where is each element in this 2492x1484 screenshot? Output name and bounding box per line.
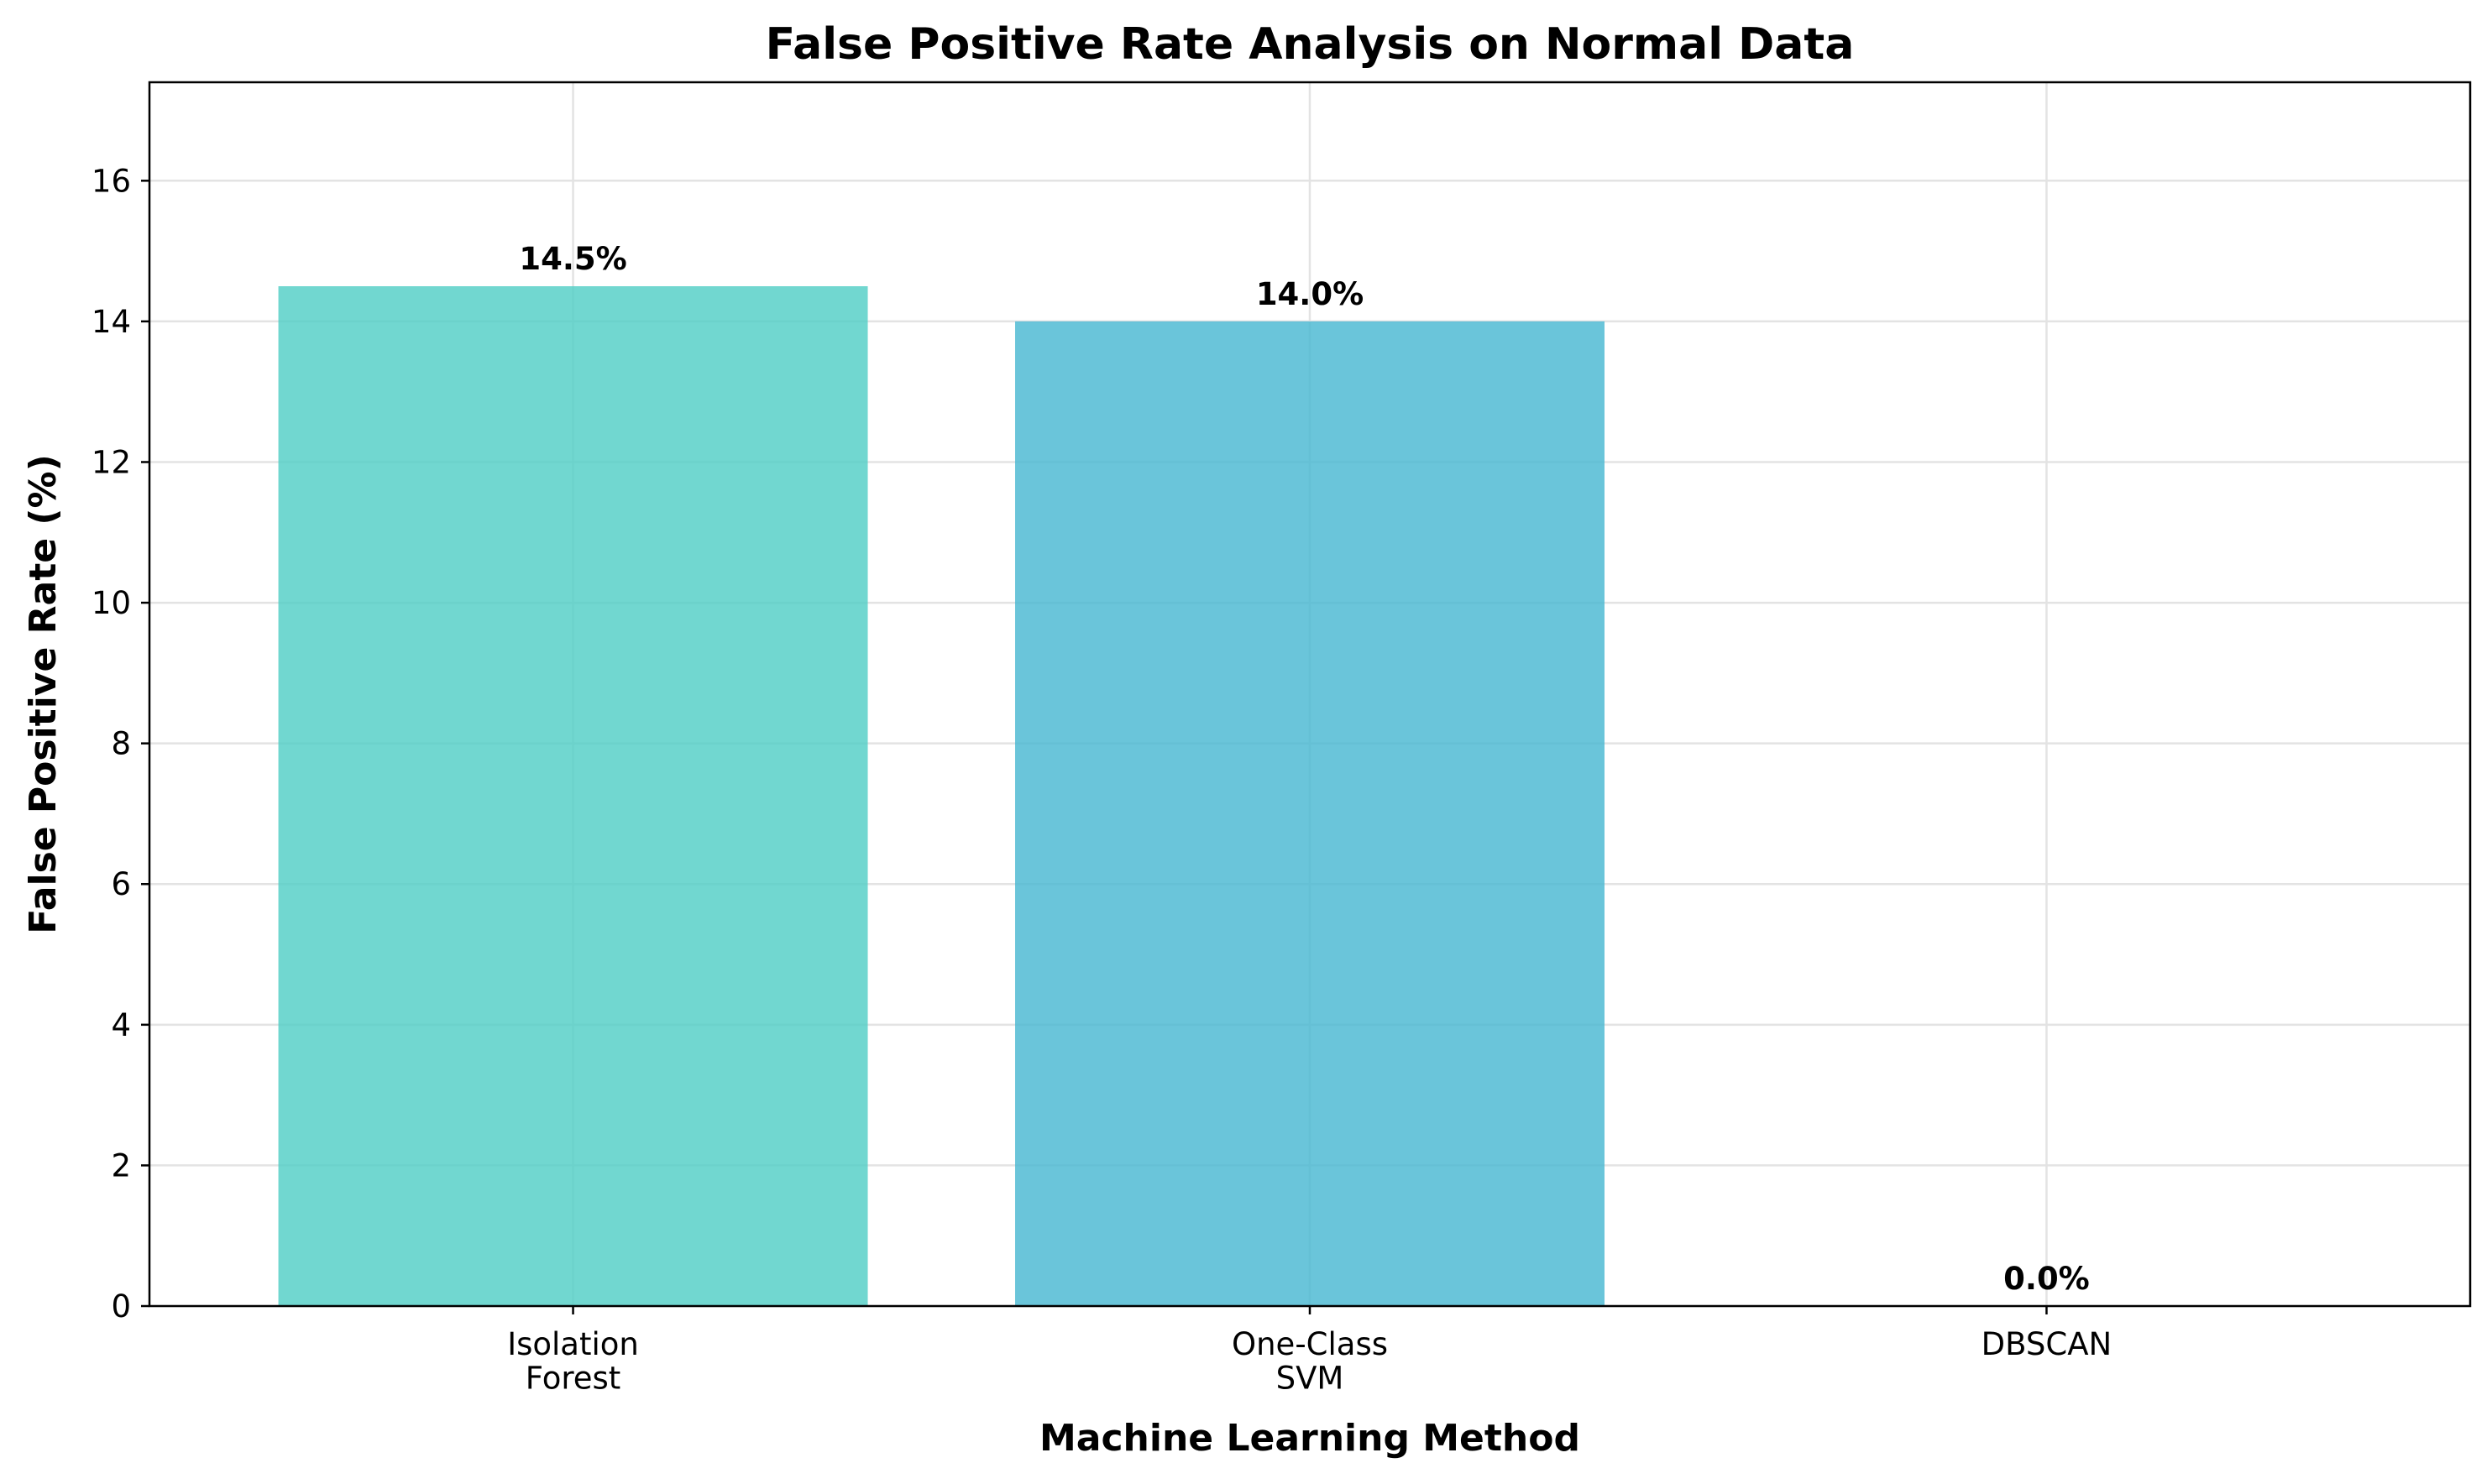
y-tick-label: 10 [92, 585, 131, 621]
data-labels: 14.5% 14.0% 0.0% [519, 241, 2089, 1297]
y-axis-ticks: 0 2 4 6 8 10 12 14 16 [92, 163, 149, 1325]
bar-1 [1015, 321, 1605, 1307]
chart-title: False Positive Rate Analysis on Normal D… [766, 19, 1855, 70]
x-tick-label-line: SVM [1276, 1361, 1344, 1397]
x-tick-label-line: Forest [526, 1361, 621, 1397]
y-tick-label: 0 [111, 1288, 131, 1325]
data-label: 14.0% [1256, 276, 1364, 312]
data-label: 0.0% [2003, 1261, 2090, 1297]
y-tick-label: 14 [92, 304, 131, 340]
data-label: 14.5% [519, 241, 626, 277]
x-tick-label: DBSCAN [1982, 1326, 2112, 1362]
x-axis-ticks: Isolation Forest One-Class SVM DBSCAN [507, 1306, 2112, 1397]
y-tick-label: 16 [92, 163, 131, 199]
y-tick-label: 6 [111, 866, 131, 902]
y-tick-label: 4 [111, 1007, 131, 1043]
y-axis-label: False Positive Rate (%) [22, 454, 65, 933]
x-tick-label-line: DBSCAN [1982, 1326, 2112, 1362]
x-tick-label-line: Isolation [507, 1326, 639, 1362]
bar-0 [278, 286, 868, 1306]
y-tick-label: 8 [111, 726, 131, 762]
x-tick-label: Isolation Forest [507, 1326, 639, 1397]
x-tick-label: One-Class SVM [1232, 1326, 1388, 1397]
bars [278, 286, 1605, 1307]
y-tick-label: 12 [92, 444, 131, 480]
x-axis-label: Machine Learning Method [1039, 1417, 1580, 1460]
x-tick-label-line: One-Class [1232, 1326, 1388, 1362]
y-tick-label: 2 [111, 1147, 131, 1184]
